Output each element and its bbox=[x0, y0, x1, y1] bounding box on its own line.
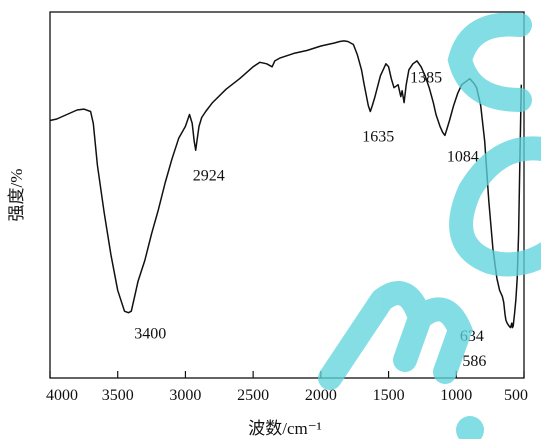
peak-label: 3400 bbox=[134, 326, 166, 343]
x-tick-label: 1000 bbox=[440, 387, 472, 404]
peak-label: 634 bbox=[460, 328, 484, 345]
peak-label: 1385 bbox=[410, 70, 442, 87]
peak-label: 2924 bbox=[193, 167, 225, 184]
plot-frame bbox=[49, 11, 525, 379]
x-axis-label: 波数/cm⁻¹ bbox=[248, 419, 322, 438]
x-tick-label: 4000 bbox=[46, 387, 78, 404]
x-axis: 4000 3500 3000 2500 2000 1500 1000 500 bbox=[46, 371, 528, 404]
y-axis-label: 强度/% bbox=[7, 169, 26, 222]
x-tick-label: 3500 bbox=[102, 387, 134, 404]
peak-label: 1084 bbox=[447, 148, 479, 165]
peak-labels: 3400 2924 1635 1385 1084 634 586 bbox=[134, 70, 486, 370]
x-tick-label: 500 bbox=[504, 387, 528, 404]
x-tick-label: 2000 bbox=[305, 387, 337, 404]
peak-label: 586 bbox=[462, 353, 486, 370]
x-tick-label: 2500 bbox=[237, 387, 269, 404]
x-tick-label: 1500 bbox=[373, 387, 405, 404]
peak-label: 1635 bbox=[362, 129, 394, 146]
x-tick-label: 3000 bbox=[169, 387, 201, 404]
spectrum-line bbox=[49, 40, 523, 329]
